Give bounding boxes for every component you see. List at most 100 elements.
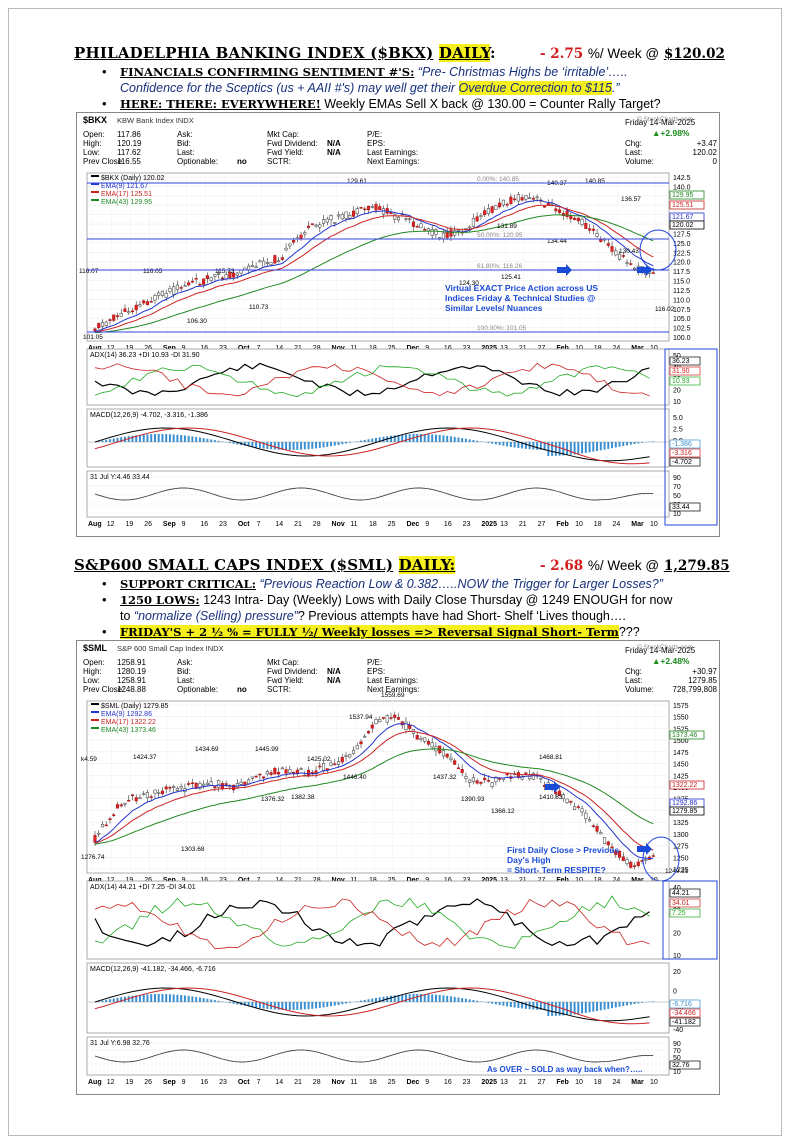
macd-histogram-bar bbox=[513, 442, 516, 448]
month-tick: Mar bbox=[631, 521, 644, 528]
macd-histogram-bar bbox=[408, 434, 411, 442]
candle-body bbox=[145, 792, 150, 798]
macd-histogram-bar bbox=[427, 994, 430, 1002]
macd-histogram-bar bbox=[614, 442, 617, 448]
macd-histogram-bar bbox=[506, 442, 509, 447]
adx-axis-tick: 50 bbox=[673, 353, 681, 360]
candle-body bbox=[93, 835, 97, 843]
macd-histogram-bar bbox=[138, 994, 141, 1002]
chart-date: Friday 14-Mar-2025 bbox=[625, 118, 696, 127]
macd-histogram-bar bbox=[539, 442, 542, 450]
legend-swatch bbox=[91, 175, 99, 177]
candle-body bbox=[494, 776, 498, 783]
macd-histogram-bar bbox=[476, 1000, 479, 1002]
candle-body bbox=[187, 282, 191, 286]
candle-body bbox=[168, 787, 172, 789]
macd-histogram-bar bbox=[464, 998, 467, 1002]
candle-body bbox=[179, 287, 183, 289]
candle-body bbox=[187, 783, 191, 785]
macd-histogram-bar bbox=[427, 434, 430, 442]
candle-body bbox=[520, 197, 524, 201]
candle-body bbox=[396, 717, 401, 720]
macd-histogram-bar bbox=[629, 1002, 632, 1005]
macd-histogram-bar bbox=[419, 434, 422, 442]
candle-body bbox=[516, 194, 520, 202]
macd-histogram-bar bbox=[236, 442, 239, 445]
macd-histogram-bar bbox=[584, 1002, 587, 1013]
macd-histogram-bar bbox=[434, 434, 437, 442]
peak-label: 136.57 bbox=[621, 196, 641, 203]
peak-label: 110.73 bbox=[249, 304, 269, 311]
macd-histogram-bar bbox=[307, 1002, 310, 1010]
price-axis-tick: 1425 bbox=[673, 773, 689, 780]
macd-histogram-bar bbox=[187, 435, 190, 442]
candle-body bbox=[307, 225, 311, 228]
candle-body bbox=[520, 775, 524, 780]
candle-body bbox=[434, 229, 438, 235]
macd-histogram-bar bbox=[588, 1002, 591, 1013]
candle-body bbox=[644, 859, 648, 861]
month-tick: 14 bbox=[275, 877, 283, 884]
candle-body bbox=[535, 196, 539, 199]
month-tick: 21 bbox=[294, 521, 302, 528]
macd-histogram-bar bbox=[603, 1002, 606, 1010]
macd-histogram-bar bbox=[150, 994, 153, 1002]
macd-histogram-bar bbox=[217, 440, 220, 442]
candle-body bbox=[396, 216, 401, 221]
macd-histogram-bar bbox=[607, 442, 610, 449]
candle-body bbox=[262, 776, 266, 779]
macd-histogram-bar bbox=[210, 999, 213, 1002]
stat-value: 116.55 bbox=[117, 157, 141, 166]
price-axis-tick: 1325 bbox=[673, 820, 689, 827]
stat-label: High: bbox=[83, 139, 102, 148]
chart-name: KBW Bank Index INDX bbox=[117, 116, 194, 125]
macd-histogram-bar bbox=[468, 999, 471, 1002]
stat-label: Mkt Cap: bbox=[267, 130, 299, 139]
candle-body bbox=[202, 783, 206, 786]
macd-histogram-bar bbox=[449, 436, 452, 442]
macd-histogram-bar bbox=[378, 437, 381, 442]
candle-body bbox=[123, 802, 127, 805]
macd-histogram-bar bbox=[213, 1000, 216, 1002]
stat-label: Last: bbox=[625, 148, 642, 157]
candle-body bbox=[569, 215, 573, 220]
price-tag: 1279.85 bbox=[672, 808, 697, 815]
macd-histogram-bar bbox=[228, 1002, 231, 1004]
price-axis-tick: 1500 bbox=[673, 738, 689, 745]
candle-body bbox=[284, 247, 288, 251]
macd-histogram-bar bbox=[494, 1002, 497, 1005]
stat-label: Mkt Cap: bbox=[267, 658, 299, 667]
candle-body bbox=[524, 195, 528, 200]
adx-tag-box bbox=[669, 376, 701, 386]
macd-tag-box bbox=[669, 1017, 701, 1027]
adx-tag-box bbox=[669, 908, 701, 918]
candle-body bbox=[531, 773, 535, 780]
macd-histogram-bar bbox=[288, 442, 291, 450]
macd-axis-tick: 5.0 bbox=[673, 415, 683, 422]
stat-label: Fwd Yield: bbox=[267, 676, 304, 685]
macd-histogram-bar bbox=[397, 994, 400, 1002]
macd-histogram-bar bbox=[618, 1002, 621, 1007]
macd-histogram-bar bbox=[180, 995, 183, 1002]
candle-body bbox=[617, 253, 622, 260]
section1-bullet-2: HERE: THERE: EVERYWHERE! Weekly EMAs Sel… bbox=[102, 96, 780, 112]
candle-body bbox=[172, 786, 176, 788]
macd-histogram-bar bbox=[498, 1002, 501, 1006]
macd-histogram-bar bbox=[146, 994, 149, 1002]
peak-label: 1445.99 bbox=[255, 746, 279, 753]
price-axis-tick: 142.5 bbox=[673, 175, 691, 182]
candle-body bbox=[441, 750, 445, 757]
price-tag: 129.95 bbox=[672, 192, 694, 199]
candle-body bbox=[460, 769, 464, 773]
macd-histogram-bar bbox=[296, 1002, 299, 1010]
candle-body bbox=[498, 202, 502, 208]
sml-chart: $SML S&P 600 Small Cap Index INDX Friday 1… bbox=[76, 640, 720, 1095]
month-tick: Nov bbox=[332, 877, 345, 884]
macd-histogram-bar bbox=[532, 442, 535, 450]
macd-tag: -34.466 bbox=[672, 1010, 696, 1017]
candle-body bbox=[254, 775, 258, 778]
macd-histogram-bar bbox=[300, 1002, 303, 1010]
macd-histogram-bar bbox=[431, 434, 434, 442]
adx-tag-box bbox=[669, 366, 701, 376]
candle-body bbox=[310, 771, 314, 774]
